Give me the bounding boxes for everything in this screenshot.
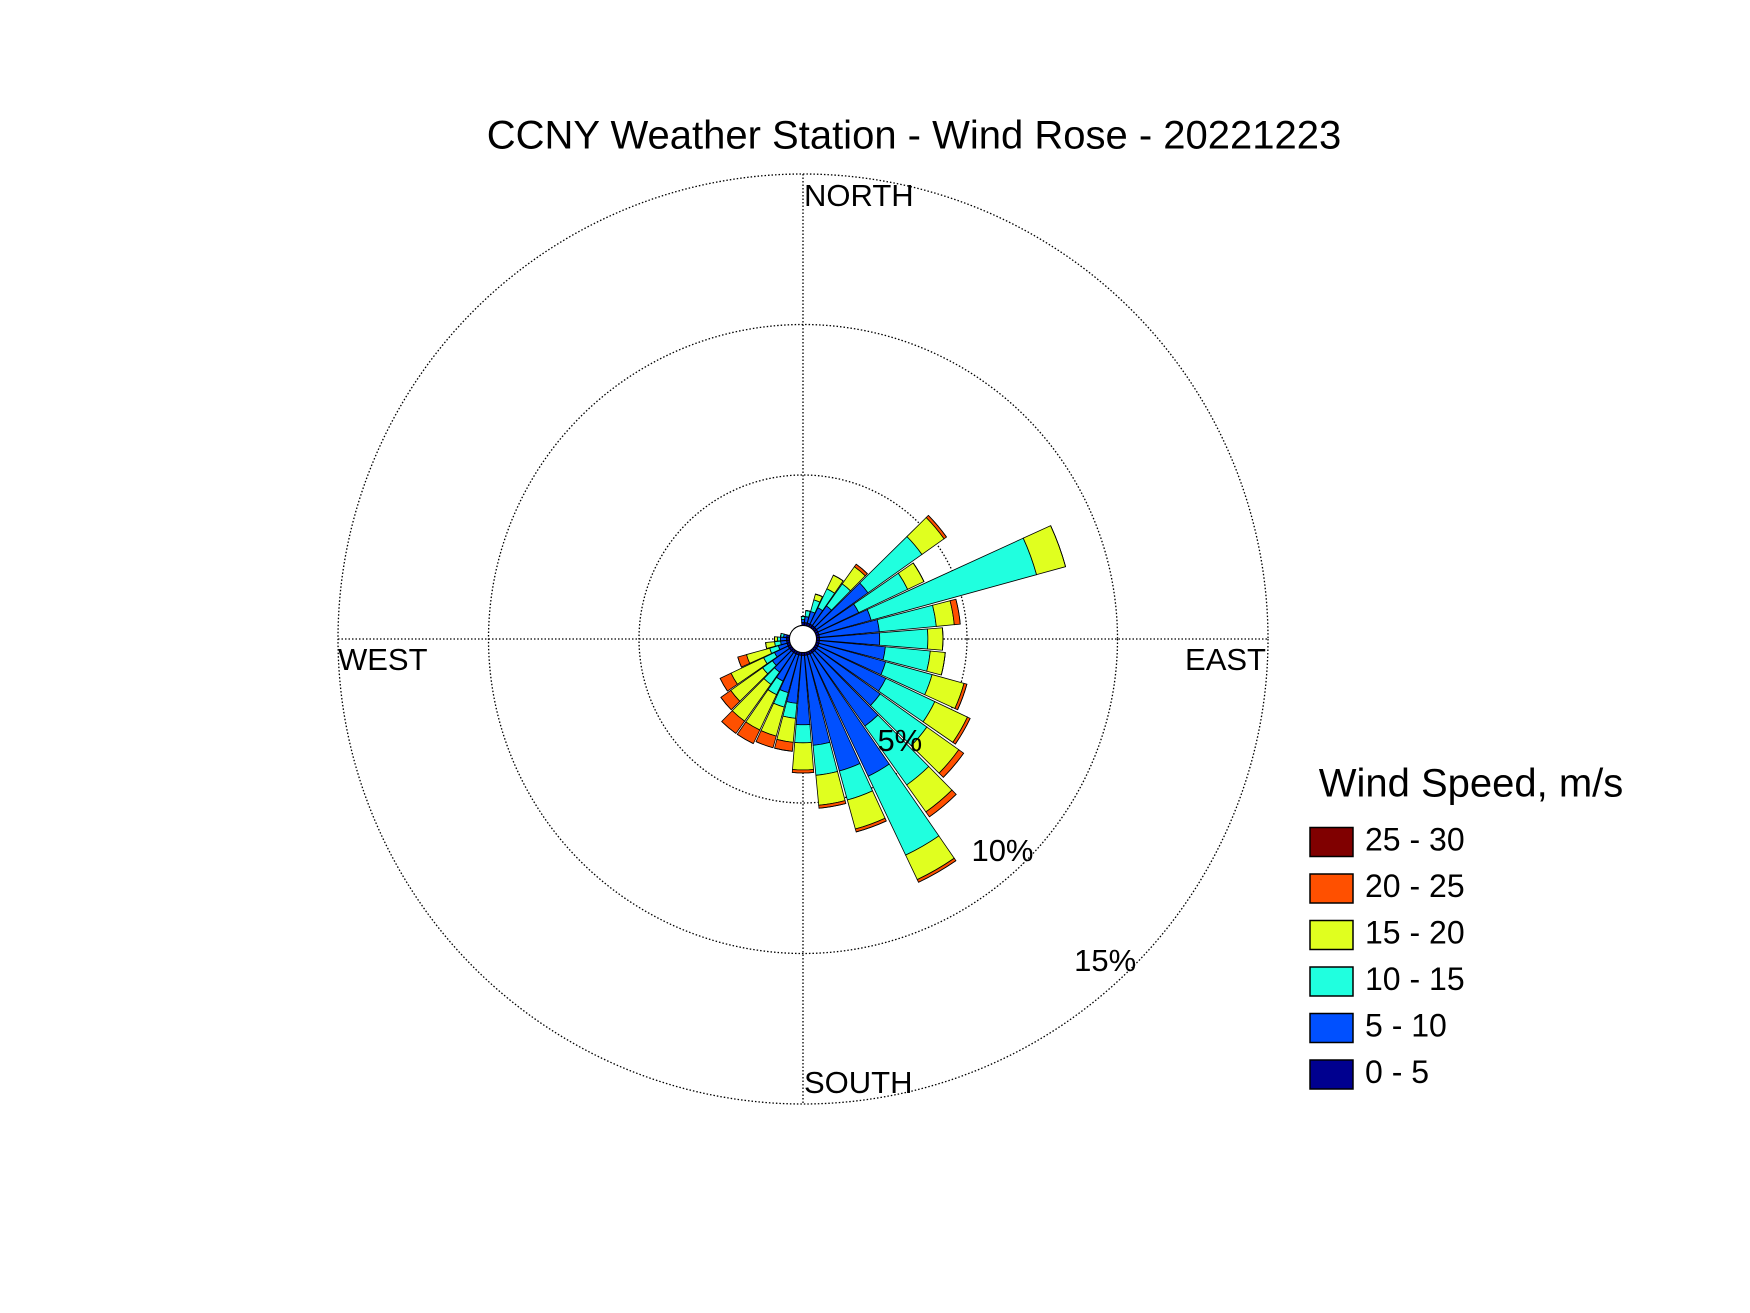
ring-label: 10% bbox=[971, 833, 1033, 868]
wind-sector bbox=[1050, 525, 1066, 567]
wind-sector bbox=[794, 724, 812, 744]
wind-sector bbox=[800, 616, 806, 620]
legend-label: 5 - 10 bbox=[1365, 1007, 1447, 1043]
legend-title: Wind Speed, m/s bbox=[1319, 762, 1624, 806]
wind-sector bbox=[792, 742, 814, 771]
legend-swatch bbox=[1309, 1059, 1354, 1090]
wind-sector bbox=[737, 656, 742, 668]
direction-label: WEST bbox=[338, 642, 428, 677]
wind-sector bbox=[929, 794, 957, 818]
direction-label: SOUTH bbox=[804, 1065, 913, 1100]
legend-swatch bbox=[1309, 1012, 1354, 1044]
legend-swatch bbox=[1309, 826, 1354, 858]
wind-sector bbox=[918, 860, 957, 883]
wind-sector bbox=[928, 515, 947, 538]
wind-sector bbox=[815, 593, 823, 597]
legend-label: 0 - 5 bbox=[1365, 1054, 1429, 1090]
legend-label: 20 - 25 bbox=[1365, 868, 1465, 904]
legend-swatch bbox=[1309, 873, 1354, 904]
wind-sector bbox=[801, 619, 805, 623]
wind-sector bbox=[855, 563, 868, 574]
ring-label: 5% bbox=[877, 723, 922, 758]
center-hole bbox=[789, 625, 817, 653]
legend-label: 10 - 15 bbox=[1365, 961, 1465, 997]
wind-sector bbox=[774, 636, 778, 642]
wind-sector bbox=[720, 697, 732, 711]
wind-sector bbox=[940, 652, 946, 676]
legend-swatch bbox=[1309, 966, 1354, 997]
chart-title: CCNY Weather Station - Wind Rose - 20221… bbox=[487, 114, 1342, 158]
legend-label: 25 - 30 bbox=[1365, 821, 1465, 857]
direction-label: EAST bbox=[1185, 642, 1266, 677]
direction-label: NORTH bbox=[804, 178, 914, 213]
wind-sector bbox=[774, 747, 793, 752]
legend-swatch bbox=[1309, 919, 1354, 951]
wind-sector bbox=[765, 642, 768, 649]
wind-sector bbox=[777, 636, 781, 642]
wind-sector bbox=[927, 627, 944, 651]
ring-label: 15% bbox=[1074, 943, 1136, 978]
legend-label: 15 - 20 bbox=[1365, 914, 1465, 950]
wind-sector bbox=[879, 628, 929, 650]
wind-sector bbox=[721, 721, 737, 734]
